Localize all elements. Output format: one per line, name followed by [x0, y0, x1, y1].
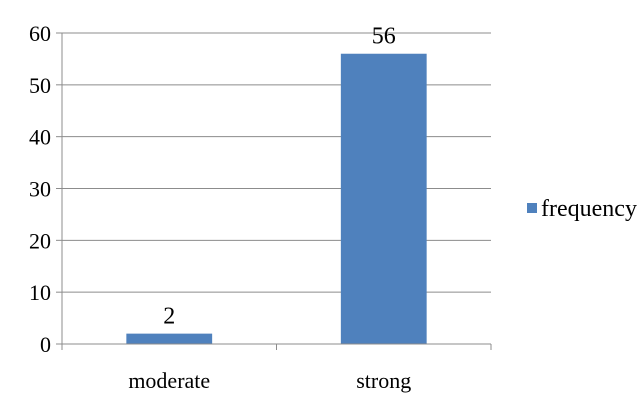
y-tick-label: 30	[29, 177, 51, 202]
legend-swatch	[527, 203, 537, 213]
y-tick-label: 20	[29, 228, 51, 253]
y-tick-label: 60	[29, 21, 51, 46]
y-tick-label: 40	[29, 125, 51, 150]
x-tick-label: strong	[356, 368, 411, 393]
bars	[126, 54, 426, 344]
x-tick-label: moderate	[128, 368, 210, 393]
legend-label: frequency	[541, 196, 637, 222]
data-label: 2	[163, 304, 175, 330]
y-tick-label: 10	[29, 280, 51, 305]
y-tick-label: 0	[40, 332, 51, 357]
data-label: 56	[372, 24, 396, 50]
y-tick-label: 50	[29, 73, 51, 98]
legend: frequency	[527, 196, 637, 222]
bar-strong	[341, 54, 427, 344]
bar-moderate	[126, 334, 212, 344]
